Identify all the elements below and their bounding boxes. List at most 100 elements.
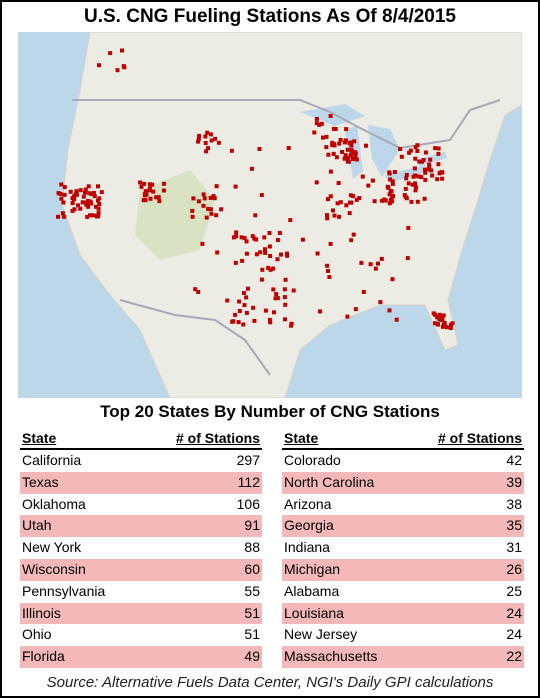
station-dot xyxy=(139,184,144,189)
station-dot xyxy=(258,250,263,255)
table-row: New York 88 xyxy=(20,537,262,559)
station-dot xyxy=(331,208,335,213)
station-dot xyxy=(271,266,276,271)
station-count: 31 xyxy=(506,539,522,556)
table-row: Pennsylvania 55 xyxy=(20,581,262,603)
station-dot xyxy=(423,167,427,172)
station-dot xyxy=(404,176,409,181)
station-dot xyxy=(268,254,273,258)
station-dot xyxy=(352,139,357,144)
station-dot xyxy=(386,185,391,190)
station-dot xyxy=(204,215,209,220)
station-dot xyxy=(268,267,273,272)
station-dot xyxy=(259,277,264,282)
station-dot xyxy=(349,238,354,243)
station-dot xyxy=(239,235,244,240)
state-name: Wisconsin xyxy=(22,560,86,577)
station-dot xyxy=(389,189,394,194)
station-dot xyxy=(285,251,289,256)
station-dot xyxy=(208,207,213,212)
station-dot xyxy=(409,199,414,204)
station-dot xyxy=(143,198,148,203)
station-dot xyxy=(405,256,410,261)
station-count: 25 xyxy=(506,582,522,599)
station-dot xyxy=(263,247,267,252)
station-dot xyxy=(233,184,238,189)
station-dot xyxy=(388,177,393,182)
station-dot xyxy=(86,184,91,189)
station-count: 24 xyxy=(506,626,522,643)
station-dot xyxy=(282,287,287,292)
station-dot xyxy=(244,310,249,315)
station-dot xyxy=(417,159,422,164)
station-dot xyxy=(201,192,206,197)
station-dot xyxy=(283,302,288,307)
station-dot xyxy=(406,181,411,186)
station-dot xyxy=(328,169,333,174)
station-dot xyxy=(234,234,238,239)
station-dot xyxy=(197,133,202,138)
state-name: Illinois xyxy=(22,604,61,621)
station-dot xyxy=(335,201,340,206)
border xyxy=(72,99,501,150)
station-dot xyxy=(421,158,426,162)
station-dot xyxy=(70,201,75,206)
station-dot xyxy=(91,190,96,195)
station-dot xyxy=(191,196,196,201)
station-dot xyxy=(402,193,407,198)
station-dot xyxy=(219,207,224,212)
station-dot xyxy=(346,155,351,160)
station-dot xyxy=(72,207,77,212)
station-dot xyxy=(87,191,92,196)
state-name: Pennsylvania xyxy=(22,582,106,599)
station-count: 24 xyxy=(506,604,522,621)
station-count: 51 xyxy=(244,626,260,643)
station-dot xyxy=(349,148,354,153)
table-row: Michigan 26 xyxy=(282,558,524,581)
station-dot xyxy=(318,309,322,314)
station-dot xyxy=(408,148,413,153)
station-dot xyxy=(76,203,81,208)
station-dot xyxy=(161,188,166,193)
table-row: Texas 112 xyxy=(20,471,262,494)
table-row: Ohio 51 xyxy=(20,624,262,646)
station-dot xyxy=(326,152,331,157)
station-count: 51 xyxy=(244,604,260,621)
station-dot xyxy=(359,260,364,265)
station-dot xyxy=(94,204,98,209)
station-dot xyxy=(390,181,395,186)
station-dot xyxy=(404,172,409,177)
station-dot xyxy=(260,267,265,272)
state-name: Georgia xyxy=(284,517,334,534)
station-dot xyxy=(250,234,255,239)
station-dot xyxy=(253,213,258,218)
station-dot xyxy=(81,194,86,199)
station-dot xyxy=(268,320,273,325)
station-dot xyxy=(161,181,166,186)
station-dot xyxy=(422,196,427,201)
station-dot xyxy=(368,262,373,267)
station-dot xyxy=(407,150,412,155)
station-dot xyxy=(390,179,395,184)
station-dot xyxy=(80,200,85,205)
station-dots xyxy=(56,48,455,330)
station-dot xyxy=(328,194,333,199)
station-dot xyxy=(242,236,247,241)
station-count: 49 xyxy=(244,648,260,665)
table-title: Top 20 States By Number of CNG Stations xyxy=(100,402,440,421)
station-dot xyxy=(360,174,365,179)
station-dot xyxy=(349,143,354,148)
station-dot xyxy=(62,192,67,197)
station-dot xyxy=(427,162,432,167)
station-dot xyxy=(229,148,234,153)
table-row: New Jersey 24 xyxy=(282,624,524,646)
state-name: Florida xyxy=(22,648,65,665)
station-count: 60 xyxy=(244,560,260,577)
station-dot xyxy=(244,295,249,300)
station-dot xyxy=(403,186,408,191)
lake xyxy=(300,104,447,183)
station-dot xyxy=(272,310,276,315)
state-name: Arizona xyxy=(284,495,332,512)
station-dot xyxy=(312,130,317,135)
station-dot xyxy=(115,68,120,73)
